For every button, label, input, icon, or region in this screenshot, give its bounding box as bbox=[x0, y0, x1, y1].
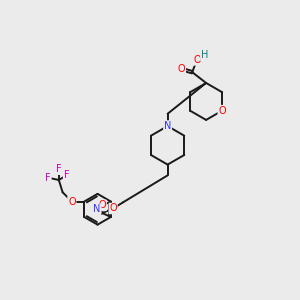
Text: F: F bbox=[56, 164, 62, 174]
Text: N: N bbox=[164, 121, 171, 131]
Text: O: O bbox=[218, 106, 226, 116]
Text: F: F bbox=[64, 170, 69, 180]
Text: N: N bbox=[93, 204, 101, 214]
Text: F: F bbox=[45, 173, 51, 183]
Text: O: O bbox=[109, 203, 117, 214]
Text: O: O bbox=[98, 200, 106, 210]
Text: H: H bbox=[201, 50, 208, 60]
Text: O: O bbox=[68, 196, 76, 206]
Text: O: O bbox=[178, 64, 185, 74]
Text: O: O bbox=[193, 55, 201, 65]
